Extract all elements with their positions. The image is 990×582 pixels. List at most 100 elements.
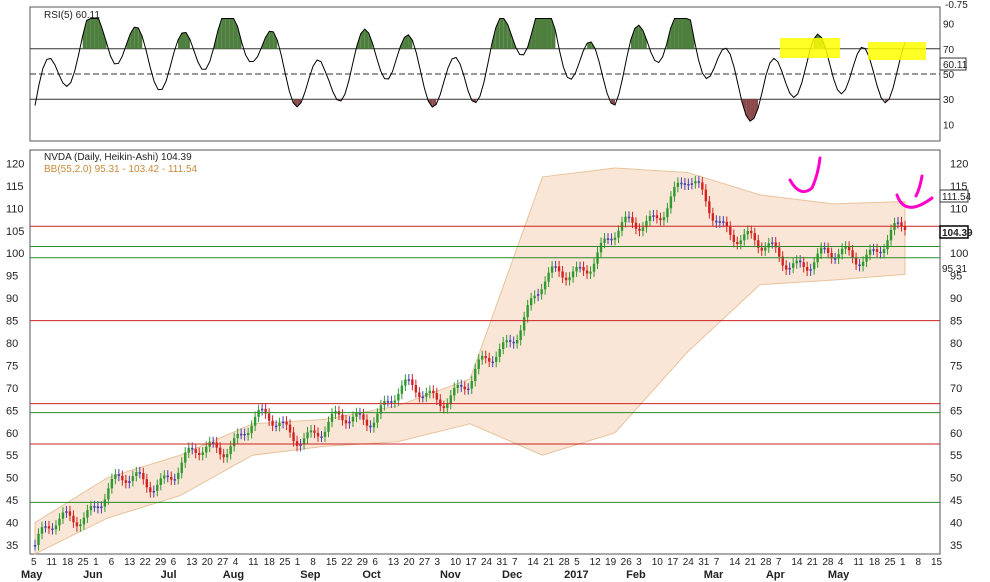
rsi-overbought-fill — [138, 27, 143, 49]
rsi-tick: 10 — [943, 120, 955, 131]
candle-body — [365, 419, 369, 426]
candle-body — [624, 216, 627, 223]
price-tick-right: 100 — [950, 248, 968, 260]
candle-body — [37, 533, 40, 546]
x-day-label: 21 — [745, 557, 757, 568]
candle-body — [439, 399, 442, 407]
candle-body — [557, 266, 561, 272]
rsi-oversold-fill — [750, 99, 755, 122]
candle-body — [851, 250, 854, 258]
candle-body — [858, 264, 861, 267]
rsi-overbought-fill — [587, 41, 592, 49]
candle-body — [180, 462, 183, 473]
candle-body — [117, 474, 121, 476]
candle-body — [711, 213, 715, 221]
candle-body — [418, 392, 421, 397]
candle-body — [467, 388, 470, 391]
candle-body — [564, 277, 568, 281]
candle-body — [736, 241, 739, 245]
x-day-label: 19 — [605, 557, 617, 568]
candle-body — [655, 215, 659, 219]
price-tick-right: 65 — [950, 405, 962, 417]
x-day-label: 13 — [388, 557, 400, 568]
x-day-label: 14 — [791, 557, 803, 568]
x-day-label: 6 — [109, 557, 115, 568]
candle-body — [889, 229, 893, 241]
candle-body — [886, 240, 889, 250]
x-day-label: 12 — [590, 557, 602, 568]
candle-body — [764, 247, 767, 251]
rsi-overbought-fill — [503, 18, 508, 49]
candle-body — [474, 368, 477, 382]
candle-body — [58, 518, 61, 526]
candle-body — [508, 340, 512, 342]
price-tick-left: 35 — [6, 540, 18, 552]
candle-body — [320, 436, 323, 438]
x-month-label: Apr — [766, 569, 786, 581]
candle-body — [599, 242, 603, 253]
price-tick-left: 40 — [6, 518, 18, 530]
rsi-overbought-fill — [364, 29, 369, 49]
price-tick-left: 85 — [6, 316, 18, 328]
candle-body — [152, 490, 155, 493]
candle-body — [397, 393, 400, 401]
candle-body — [142, 473, 145, 480]
x-day-label: 22 — [341, 557, 353, 568]
candle-body — [477, 359, 480, 369]
candle-body — [512, 341, 515, 344]
candle-body — [163, 475, 166, 479]
candle-body — [879, 251, 882, 254]
candle-body — [149, 487, 152, 493]
price-tick-right: 75 — [950, 360, 962, 372]
candle-body — [369, 425, 372, 428]
candle-body — [341, 414, 344, 421]
price-tick-left: 45 — [6, 495, 18, 507]
candle-body — [274, 425, 278, 428]
candle-body — [868, 249, 872, 255]
x-day-label: 6 — [171, 557, 177, 568]
candle-body — [498, 348, 501, 357]
rsi-overbought-fill — [638, 25, 643, 49]
x-day-label: 25 — [279, 557, 291, 568]
candle-body — [156, 484, 159, 491]
x-day-label: 1 — [93, 557, 99, 568]
x-day-label: 26 — [621, 557, 633, 568]
candle-body — [722, 221, 725, 223]
rsi-tick: 70 — [943, 45, 955, 56]
candle-body — [201, 452, 204, 455]
candle-body — [610, 238, 613, 241]
x-month-label: Feb — [626, 569, 646, 581]
price-tick-right: 110 — [950, 203, 968, 215]
candle-body — [805, 267, 809, 271]
x-day-label: 7 — [776, 557, 782, 568]
candle-body — [554, 266, 557, 268]
candle-body — [585, 270, 589, 274]
candle-body — [40, 527, 44, 534]
candle-body — [617, 230, 620, 238]
candle-body — [753, 233, 756, 241]
x-day-label: 10 — [652, 557, 664, 568]
candle-body — [725, 221, 729, 227]
candle-body — [571, 271, 575, 278]
x-month-label: Dec — [502, 569, 522, 581]
candle-body — [236, 433, 239, 439]
price-tick-right: 120 — [950, 158, 968, 170]
candle-body — [627, 216, 631, 219]
x-day-label: 8 — [310, 557, 316, 568]
candle-body — [456, 385, 459, 388]
price-tick-left: 95 — [6, 271, 18, 283]
x-month-label: Nov — [440, 569, 462, 581]
candle-body — [652, 215, 655, 217]
bb-upper-text: 111.54 — [942, 192, 972, 203]
candle-body — [519, 330, 522, 341]
candle-body — [603, 238, 606, 243]
candle-body — [592, 263, 596, 272]
candle-body — [823, 247, 826, 250]
rsi-overbought-fill — [634, 25, 639, 49]
candle-body — [358, 413, 362, 415]
candle-body — [243, 433, 246, 436]
candle-body — [253, 416, 257, 426]
candle-body — [351, 416, 355, 422]
rsi-oversold-fill — [746, 99, 751, 122]
highlight-box — [868, 42, 926, 60]
